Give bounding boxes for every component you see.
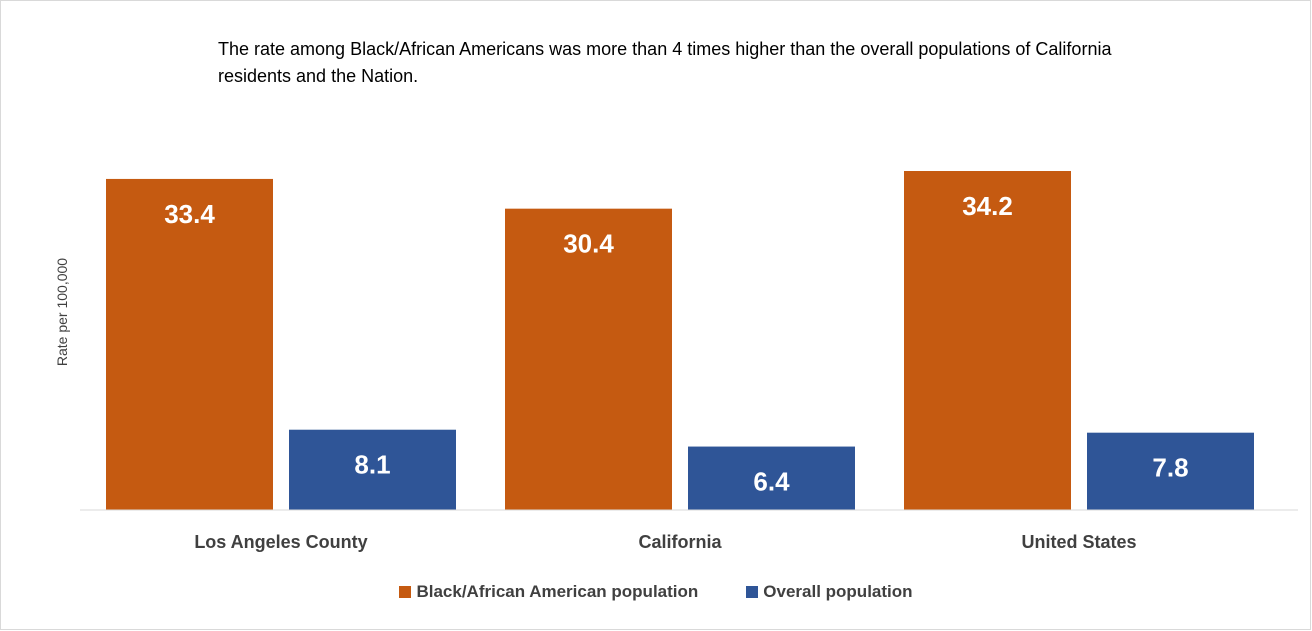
data-label: 8.1 — [354, 450, 390, 480]
legend-swatch-series-2 — [746, 586, 759, 598]
legend-swatch-series-1 — [399, 586, 412, 598]
data-label: 33.4 — [164, 199, 215, 229]
legend-item-series-1: Black/African American population — [399, 582, 698, 602]
chart-legend: Black/African American population Overal… — [0, 582, 1312, 602]
bar — [1087, 432, 1254, 510]
data-label: 34.2 — [962, 191, 1013, 221]
x-tick-label: Los Angeles County — [194, 532, 367, 552]
data-label: 6.4 — [753, 467, 790, 497]
x-tick-label: United States — [1021, 532, 1136, 552]
data-label: 7.8 — [1152, 453, 1188, 483]
x-tick-label: California — [638, 532, 722, 552]
data-label: 30.4 — [563, 229, 614, 259]
legend-label-series-2: Overall population — [763, 582, 913, 601]
bar — [289, 429, 456, 510]
legend-item-series-2: Overall population — [746, 582, 913, 602]
bar — [688, 446, 855, 510]
bar — [505, 208, 672, 510]
bar — [904, 171, 1071, 510]
bar — [106, 178, 273, 511]
chart-annotation: The rate among Black/African Americans w… — [218, 39, 1112, 86]
legend-label-series-1: Black/African American population — [416, 582, 699, 601]
